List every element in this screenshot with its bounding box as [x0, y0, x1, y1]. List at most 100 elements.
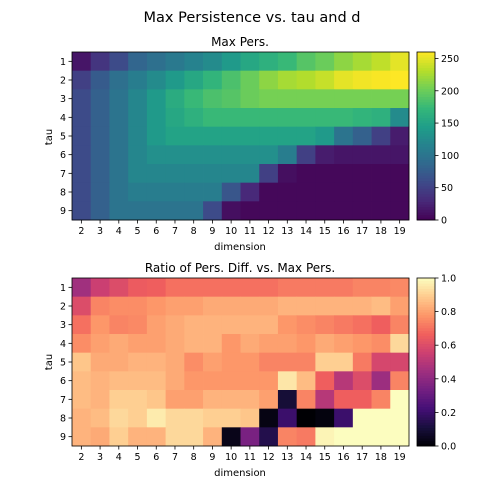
colorbar-segment	[417, 390, 435, 394]
x-tick-label: 2	[78, 226, 84, 237]
ratio-y-ticks: 1 2 3 4 5 6 7 8 9	[60, 283, 72, 443]
heatmap-cell	[277, 278, 298, 298]
heatmap-cell	[184, 52, 204, 72]
ratio-title: Ratio of Pers. Diff. vs. Max Pers.	[145, 261, 335, 275]
colorbar-segment	[417, 86, 435, 90]
x-tick-label: 12	[263, 452, 275, 463]
heatmap-cell	[240, 70, 260, 90]
colorbar-frame	[416, 51, 436, 221]
x-tick-label: 6	[153, 226, 159, 237]
heatmap-cell	[128, 352, 148, 372]
colorbar-segment	[417, 396, 435, 400]
colorbar-tick-label: 50	[441, 183, 453, 194]
heatmap-cell	[296, 164, 316, 184]
heatmap-cell	[240, 315, 260, 335]
heatmap-cell	[371, 278, 391, 298]
heatmap-cell	[165, 182, 185, 202]
colorbar-segment	[417, 83, 435, 87]
colorbar-segment	[417, 175, 435, 179]
heatmap-cell	[128, 108, 148, 128]
x-tick-label: 14	[300, 226, 312, 237]
colorbar-segment	[417, 296, 435, 300]
heatmap-cell	[334, 408, 354, 428]
x-tick-label: 15	[319, 452, 331, 463]
heatmap-cell	[259, 390, 279, 410]
colorbar-segment	[417, 330, 435, 334]
colorbar-segment	[417, 320, 435, 324]
colorbar-segment	[417, 443, 435, 447]
colorbar-segment	[417, 372, 435, 376]
x-tick-label: 19	[394, 226, 406, 237]
heatmap-cell	[165, 164, 185, 184]
heatmap-cell	[315, 70, 335, 90]
heatmap-cell	[334, 145, 354, 165]
colorbar-segment	[417, 141, 435, 145]
colorbar-segment	[417, 154, 435, 158]
heatmap-cell	[146, 334, 167, 354]
colorbar-segment	[417, 440, 435, 444]
heatmap-cell	[296, 108, 316, 128]
heatmap-cell	[334, 52, 354, 72]
colorbar-segment	[417, 393, 435, 397]
colorbar-segment	[417, 117, 435, 121]
colorbar-segment	[417, 409, 435, 413]
colorbar-segment	[417, 201, 435, 205]
heatmap-cell	[277, 182, 298, 202]
heatmap-cell	[371, 390, 391, 410]
heatmap-cell	[277, 70, 298, 90]
heatmap-cell	[277, 52, 298, 72]
heatmap-cell	[296, 390, 316, 410]
heatmap-cell	[315, 145, 335, 165]
heatmap-cell	[72, 89, 92, 109]
heatmap-cell	[296, 371, 316, 391]
heatmap-cell	[352, 334, 372, 354]
colorbar-segment	[417, 115, 435, 119]
heatmap-cell	[334, 108, 354, 128]
heatmap-cell	[72, 201, 92, 221]
heatmap-cell	[128, 182, 148, 202]
heatmap-cell	[90, 296, 110, 316]
heatmap-cell	[72, 352, 92, 372]
heatmap-cell	[221, 201, 241, 221]
heatmap-cell	[146, 427, 167, 447]
colorbar-segment	[417, 59, 435, 63]
heatmap-cell	[203, 334, 223, 354]
heatmap-cell	[296, 296, 316, 316]
heatmap-cell	[334, 334, 354, 354]
heatmap-cell	[203, 201, 223, 221]
heatmap-cell	[352, 296, 372, 316]
heatmap-cell	[128, 201, 148, 221]
colorbar-segment	[417, 94, 435, 98]
heatmap-cell	[90, 278, 110, 298]
heatmap-cell	[146, 145, 167, 165]
heatmap-cell	[128, 145, 148, 165]
heatmap-cell	[240, 390, 260, 410]
heatmap-cell	[72, 427, 92, 447]
heatmap-cell	[240, 334, 260, 354]
x-tick-label: 10	[225, 452, 237, 463]
colorbar-segment	[417, 99, 435, 103]
colorbar-segment	[417, 122, 435, 126]
max-pers-y-ticks: 1 2 3 4 5 6 7 8 9	[60, 57, 72, 217]
x-tick-label: 7	[172, 452, 178, 463]
colorbar-tick-label: 0.8	[441, 307, 456, 318]
heatmap-cell	[259, 334, 279, 354]
colorbar-segment	[417, 136, 435, 140]
heatmap-cell	[296, 352, 316, 372]
colorbar-tick-label: 250	[441, 54, 459, 65]
heatmap-cell	[296, 315, 316, 335]
y-tick-label: 2	[60, 76, 66, 87]
heatmap-cell	[221, 334, 241, 354]
max-pers-ylabel: tau	[44, 129, 55, 145]
heatmap-cell	[184, 427, 204, 447]
colorbar-segment	[417, 143, 435, 147]
heatmap-cell	[221, 164, 241, 184]
colorbar-segment	[417, 157, 435, 161]
heatmap-cell	[72, 108, 92, 128]
heatmap-cell	[72, 371, 92, 391]
heatmap-cell	[165, 145, 185, 165]
heatmap-cell	[72, 182, 92, 202]
y-tick-label: 9	[60, 432, 66, 443]
heatmap-cell	[240, 145, 260, 165]
